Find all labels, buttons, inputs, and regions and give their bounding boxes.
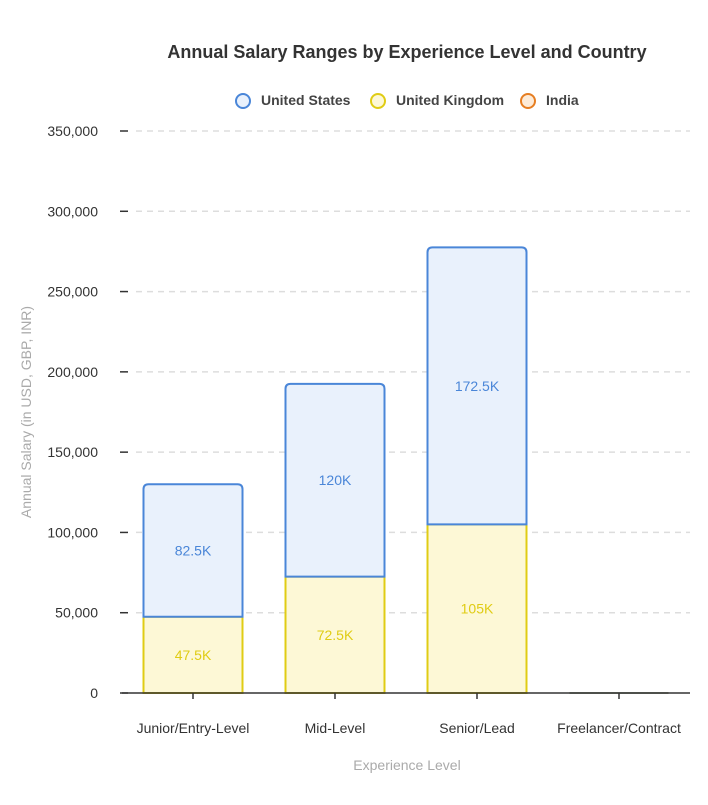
y-tick-label: 300,000	[47, 203, 98, 219]
x-axis: Junior/Entry-Level Mid-Level Senior/Lead Fr…	[122, 692, 690, 736]
data-label: 47.5K	[175, 647, 212, 663]
data-label: 105K	[461, 601, 494, 617]
legend-swatch	[370, 93, 386, 109]
y-axis: 0 50,000 100,000 150,000 200,000 250,000 300,0…	[47, 123, 128, 701]
y-axis-title: Annual Salary (in USD, GBP, INR)	[18, 306, 34, 518]
data-label: 72.5K	[317, 627, 354, 643]
bar-segment	[142, 483, 244, 618]
x-axis-title: Experience Level	[353, 757, 460, 773]
bar-segment	[426, 246, 528, 526]
y-tick-label: 50,000	[55, 605, 98, 621]
data-label: 120K	[319, 472, 352, 488]
x-tick-label: Junior/Entry-Level	[137, 720, 250, 736]
x-tick-label: Freelancer/Contract	[557, 720, 681, 736]
y-tick-label: 0	[90, 685, 98, 701]
bars: 47.5K 82.5K 72.5K 120K 105K 172.5K	[142, 246, 669, 694]
bar-segment	[284, 382, 386, 578]
y-tick-label: 350,000	[47, 123, 98, 139]
legend-swatch	[235, 93, 251, 109]
x-tick-label: Senior/Lead	[439, 720, 515, 736]
y-tick-label: 100,000	[47, 524, 98, 540]
legend-label: United Kingdom	[396, 92, 504, 108]
legend-label: United States	[261, 92, 351, 108]
data-label: 82.5K	[175, 542, 212, 558]
y-tick-label: 150,000	[47, 444, 98, 460]
chart-title: Annual Salary Ranges by Experience Level…	[167, 42, 646, 62]
y-tick-label: 200,000	[47, 364, 98, 380]
y-tick-label: 250,000	[47, 284, 98, 300]
legend: United States United Kingdom India	[235, 92, 579, 109]
x-tick-label: Mid-Level	[305, 720, 366, 736]
data-label: 172.5K	[455, 378, 500, 394]
legend-swatch	[520, 93, 536, 109]
legend-label: India	[546, 92, 579, 108]
